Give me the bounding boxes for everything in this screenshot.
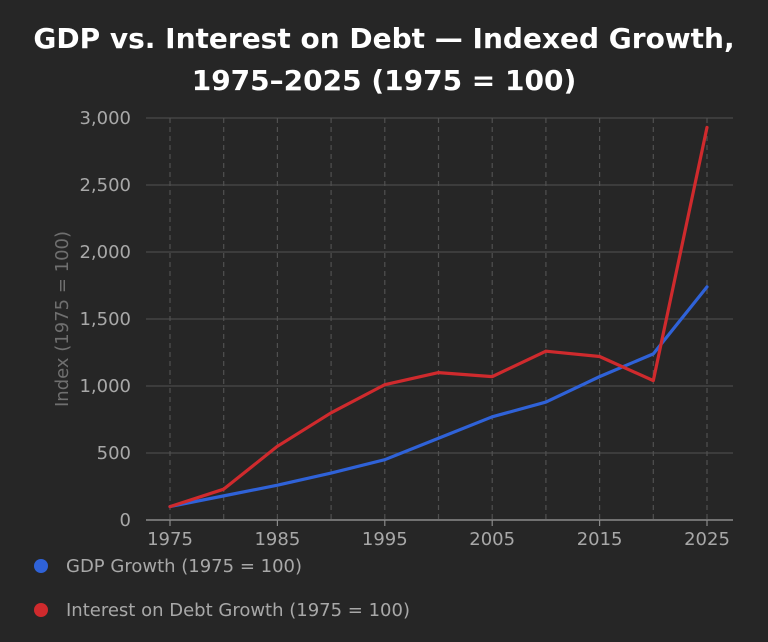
axes (146, 519, 733, 526)
legend: GDP Growth (1975 = 100) Interest on Debt… (34, 553, 410, 641)
y-axis-title: Index (1975 = 100) (52, 231, 73, 407)
y-tick-label: 3,000 (79, 108, 131, 129)
y-tick-label: 1,500 (79, 309, 131, 330)
tick-labels: 0 500 1,000 1,500 2,000 2,500 3,000 1975 1985 199… (79, 108, 729, 550)
series-line-gdp (168, 285, 709, 509)
x-tick-label: 2005 (469, 529, 515, 550)
grid (146, 117, 733, 520)
x-tick-label: 1975 (147, 529, 193, 550)
y-tick-label: 2,500 (79, 175, 131, 196)
x-tick-label: 1985 (254, 529, 300, 550)
series-group (168, 125, 709, 509)
legend-item-gdp[interactable]: GDP Growth (1975 = 100) (34, 553, 410, 579)
x-tick-label: 2025 (684, 529, 730, 550)
y-tick-label: 0 (120, 510, 131, 531)
y-tick-label: 500 (97, 443, 131, 464)
y-tick-label: 2,000 (79, 242, 131, 263)
legend-item-interest[interactable]: Interest on Debt Growth (1975 = 100) (34, 597, 410, 623)
legend-swatch-gdp (34, 559, 48, 573)
legend-swatch-interest (34, 603, 48, 617)
legend-label-gdp: GDP Growth (1975 = 100) (66, 555, 302, 577)
x-tick-label: 2015 (577, 529, 623, 550)
x-tick-label: 1995 (362, 529, 408, 550)
legend-label-interest: Interest on Debt Growth (1975 = 100) (66, 599, 410, 621)
chart-title-line-1: GDP vs. Interest on Debt — Indexed Growt… (33, 22, 735, 55)
chart-title-line-2: 1975–2025 (1975 = 100) (191, 64, 577, 97)
series-line-interest (168, 125, 709, 509)
chart-title: GDP vs. Interest on Debt — Indexed Growt… (0, 18, 768, 102)
y-tick-label: 1,000 (79, 376, 131, 397)
